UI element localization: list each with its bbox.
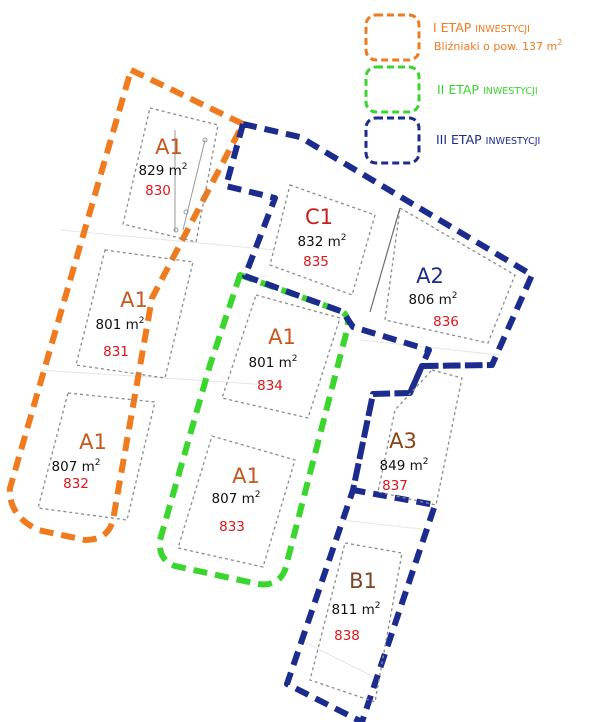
- plot-outlines: [37, 107, 516, 703]
- plot-outline-838: [309, 542, 403, 703]
- plot-834-area: 801 m2: [249, 354, 298, 371]
- plot-outline-832: [37, 392, 156, 521]
- plot-831[interactable]: A1 801 m2 831: [96, 288, 148, 360]
- plot-outline-835: [269, 184, 376, 296]
- plot-outline-834: [221, 294, 341, 419]
- plot-outline-831: [75, 249, 194, 379]
- stage1-boundary: [6, 67, 246, 543]
- plot-832-type: A1: [79, 430, 107, 454]
- plot-836[interactable]: A2 806 m2 836: [409, 264, 459, 330]
- plot-831-number: 831: [103, 344, 129, 360]
- legend-stage2-swatch: [364, 65, 421, 114]
- plot-outline-837: [377, 369, 463, 506]
- plot-837[interactable]: A3 849 m2 837: [380, 429, 429, 494]
- plot-835-type: C1: [305, 205, 333, 229]
- plot-833-number: 833: [219, 519, 245, 535]
- plot-836-type: A2: [416, 264, 444, 288]
- plot-834-number: 834: [257, 378, 283, 394]
- plot-833-area: 807 m2: [212, 490, 261, 507]
- plot-832[interactable]: A1 807 m2 832: [52, 430, 107, 492]
- plot-836-area: 806 m2: [409, 291, 458, 308]
- stage3-boundary: [223, 121, 535, 722]
- plot-838-type: B1: [349, 569, 377, 593]
- plot-830-type: A1: [155, 135, 183, 159]
- plot-833[interactable]: A1 807 m2 833: [212, 464, 261, 535]
- plot-835-number: 835: [303, 254, 329, 270]
- plot-835[interactable]: C1 832 m2 835: [298, 205, 347, 270]
- plot-831-type: A1: [120, 288, 148, 312]
- plot-837-type: A3: [389, 429, 417, 453]
- plot-838-area: 811 m2: [332, 601, 381, 618]
- legend-stage3-title: III ETAP INWESTYCJI: [436, 132, 540, 147]
- plot-837-number: 837: [382, 478, 408, 494]
- plot-separator-835-836: [369, 207, 401, 313]
- stage2-boundary: [156, 272, 351, 588]
- plot-838[interactable]: B1 811 m2 838: [332, 569, 381, 644]
- plot-832-area: 807 m2: [52, 458, 101, 475]
- plot-835-area: 832 m2: [298, 233, 347, 250]
- cad-marks: [173, 130, 208, 233]
- plot-833-type: A1: [232, 464, 260, 488]
- legend-stage1-title: I ETAP INWESTYCJI: [433, 20, 530, 35]
- plot-830-area: 829 m2: [139, 162, 188, 179]
- plot-834[interactable]: A1 801 m2 834: [249, 325, 298, 394]
- plot-837-area: 849 m2: [380, 457, 429, 474]
- plot-outline-833: [177, 435, 296, 568]
- legend-stage3-swatch: [364, 116, 421, 165]
- plot-outline-836: [384, 206, 516, 344]
- plot-832-number: 832: [63, 476, 89, 492]
- plot-838-number: 838: [334, 628, 360, 644]
- plot-836-number: 836: [433, 314, 459, 330]
- plot-834-type: A1: [268, 325, 296, 349]
- legend-stage1-swatch: [364, 13, 421, 62]
- plot-831-area: 801 m2: [96, 316, 145, 333]
- legend-stage1-subtitle: Bliźniaki o pow. 137 m2: [434, 38, 562, 53]
- legend-stage2-title: II ETAP INWESTYCJI: [437, 82, 538, 97]
- plot-830-number: 830: [145, 183, 171, 199]
- plot-830[interactable]: A1 829 m2 830: [139, 135, 188, 199]
- legend: I ETAP INWESTYCJI Bliźniaki o pow. 137 m…: [364, 13, 562, 165]
